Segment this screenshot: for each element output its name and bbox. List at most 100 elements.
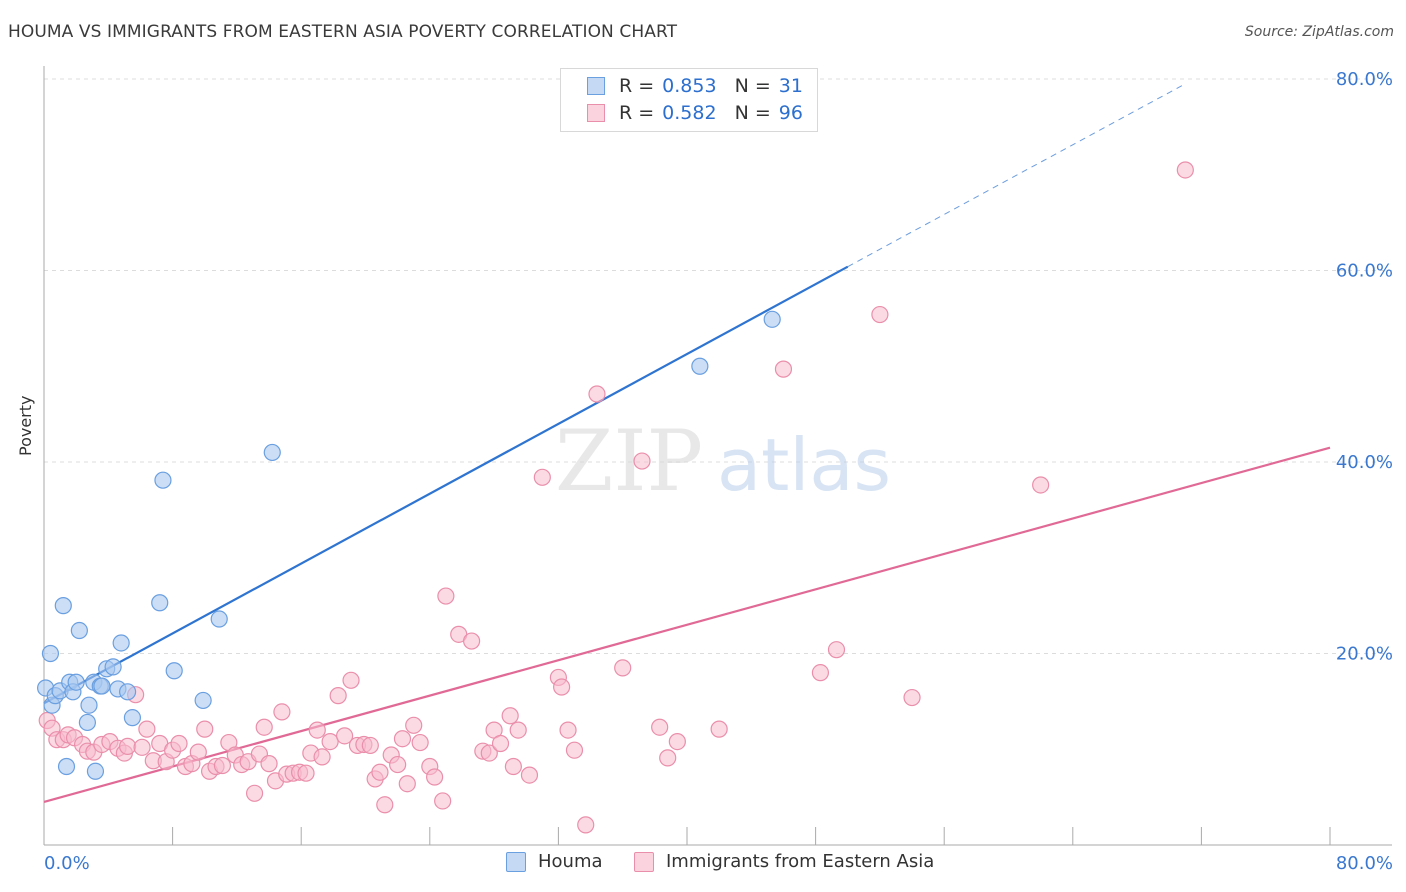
n-value: 31: [778, 75, 803, 97]
correlation-legend: R = 0.853 N = 31 R = 0.582 N = 96: [560, 68, 818, 132]
houma-point: [151, 594, 169, 612]
houma-point: [154, 471, 172, 489]
immigrants-point: [376, 796, 394, 814]
immigrants-point: [336, 727, 354, 745]
houma-point: [93, 677, 111, 695]
immigrants-point: [437, 587, 455, 605]
immigrants-point: [533, 468, 551, 486]
x-tick-label-min: 0.0%: [44, 853, 90, 874]
immigrants-point: [651, 718, 669, 736]
houma-point: [86, 762, 105, 780]
immigrants-point: [577, 816, 595, 834]
r-label: R =: [619, 102, 655, 124]
immigrants-point: [553, 678, 571, 696]
immigrants-point: [398, 775, 416, 793]
houma-point: [123, 709, 142, 727]
chart-title: HOUMA VS IMMIGRANTS FROM EASTERN ASIA PO…: [8, 22, 678, 42]
immigrants-point: [501, 707, 519, 725]
immigrants-point: [480, 744, 498, 762]
immigrants-point: [565, 741, 584, 759]
immigrants-point: [170, 734, 188, 753]
houma-point: [80, 696, 98, 714]
watermark-atlas: atlas: [717, 423, 891, 507]
houma-point: [165, 662, 183, 680]
houma-point: [112, 634, 130, 652]
watermark: ZIP atlas: [555, 412, 891, 510]
immigrants-point: [389, 755, 407, 774]
houma-point: [104, 658, 122, 676]
immigrants-point: [411, 733, 429, 752]
x-tick-label-max: 80.0%: [1336, 853, 1393, 874]
immigrants-point: [213, 756, 232, 775]
immigrants-point: [321, 732, 339, 751]
houma-point: [78, 713, 97, 732]
immigrants-point: [255, 718, 273, 736]
immigrants-point: [138, 720, 156, 738]
immigrants-point: [871, 305, 889, 324]
immigrants-point: [811, 664, 830, 682]
immigrants-swatch: [587, 104, 605, 122]
immigrants-point: [133, 738, 151, 756]
immigrants-point: [260, 755, 278, 773]
y-tick-label: 40.0%: [1336, 452, 1393, 473]
immigrants-point: [329, 687, 347, 705]
r-value: 0.853: [662, 75, 717, 97]
y-tick-label: 80.0%: [1336, 69, 1393, 90]
houma-point: [763, 310, 781, 328]
data-points: [37, 161, 1194, 834]
n-value: 96: [778, 102, 803, 124]
immigrants-point: [393, 730, 412, 748]
houma-point: [41, 644, 60, 663]
legend-row-immigrants: R = 0.582 N = 96: [587, 100, 803, 126]
y-tick-label: 60.0%: [1336, 261, 1393, 282]
immigrants-point: [509, 721, 527, 739]
immigrants-legend-label: Immigrants from Eastern Asia: [666, 851, 935, 872]
y-tick-label: 20.0%: [1336, 644, 1393, 665]
houma-point: [691, 357, 709, 375]
immigrants-point: [633, 452, 651, 470]
y-axis-label: Poverty: [16, 395, 35, 457]
immigrants-point: [196, 720, 214, 738]
immigrants-point: [308, 721, 326, 739]
houma-point: [194, 691, 212, 710]
n-label: N =: [734, 102, 771, 124]
houma-point: [57, 757, 76, 776]
immigrants-point: [297, 764, 315, 782]
immigrants-point: [245, 784, 264, 802]
immigrants-point: [462, 632, 481, 650]
immigrants-point: [426, 768, 444, 786]
immigrants-point: [1176, 161, 1194, 179]
houma-point: [54, 597, 72, 615]
immigrants-point: [118, 737, 137, 755]
immigrants-point: [273, 703, 291, 721]
immigrants-point: [342, 671, 360, 689]
source-label: Source: ZipAtlas.com: [1244, 24, 1394, 40]
houma-point: [67, 673, 85, 691]
immigrants-point: [189, 743, 207, 761]
immigrants-point: [371, 763, 389, 781]
legend-item-immigrants: Immigrants from Eastern Asia: [634, 851, 934, 872]
immigrants-point: [361, 736, 379, 755]
houma-swatch: [587, 77, 605, 95]
immigrants-point: [313, 748, 331, 766]
immigrants-point: [1032, 476, 1050, 494]
immigrants-point: [774, 360, 793, 378]
houma-trend-line: [43, 265, 849, 705]
houma-trend-extension: [847, 83, 1186, 268]
immigrants-point: [614, 659, 632, 677]
immigrants-legend-swatch: [634, 851, 654, 872]
houma-legend-label: Houma: [538, 851, 603, 872]
houma-legend-swatch: [506, 851, 526, 872]
legend-item-houma: Houma: [506, 851, 603, 872]
n-label: N =: [734, 75, 771, 97]
immigrants-trend-line: [43, 446, 1331, 803]
immigrants-point: [668, 732, 686, 751]
immigrants-point: [659, 749, 677, 767]
immigrants-point: [903, 688, 921, 707]
r-label: R =: [619, 75, 655, 97]
immigrants-point: [405, 716, 423, 734]
immigrants-point: [520, 766, 539, 784]
immigrants-point: [504, 757, 522, 776]
houma-point: [210, 610, 228, 628]
